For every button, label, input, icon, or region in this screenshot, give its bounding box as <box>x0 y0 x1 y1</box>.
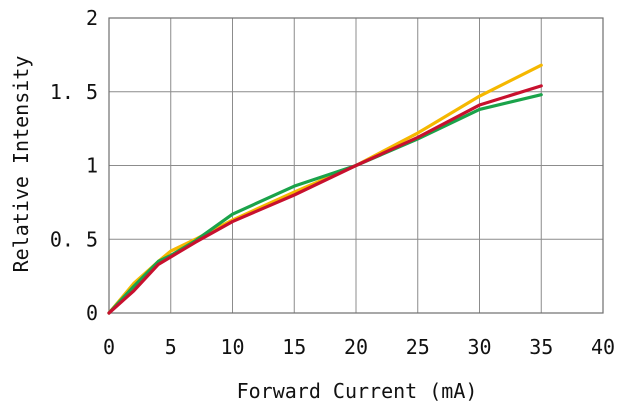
x-tick-label: 40 <box>591 335 615 359</box>
series-line-2 <box>107 93 543 315</box>
y-axis-title: Relative Intensity <box>9 56 33 273</box>
x-tick-label: 10 <box>220 335 244 359</box>
x-tick-label: 0 <box>103 335 115 359</box>
y-tick-label: 1. 5 <box>50 80 98 104</box>
x-tick-label: 5 <box>165 335 177 359</box>
x-tick-label: 35 <box>529 335 553 359</box>
x-tick-label: 20 <box>344 335 368 359</box>
series-line-1 <box>107 63 543 315</box>
x-tick-labels: 0 5 10 15 20 25 30 35 40 <box>103 335 615 359</box>
x-tick-label: 15 <box>282 335 306 359</box>
series-line-3 <box>107 84 543 315</box>
x-axis-title: Forward Current (mA) <box>237 379 478 403</box>
y-tick-label: 0 <box>86 301 98 325</box>
y-tick-label: 0. 5 <box>50 227 98 251</box>
y-tick-label: 1 <box>86 154 98 178</box>
plot-area-border <box>108 17 604 314</box>
axes <box>108 17 604 314</box>
y-tick-label: 2 <box>86 6 98 30</box>
x-tick-label: 30 <box>467 335 491 359</box>
x-tick-label: 25 <box>406 335 430 359</box>
series-lines <box>107 63 543 315</box>
y-tick-labels: 0 0. 5 1 1. 5 2 <box>50 6 98 325</box>
